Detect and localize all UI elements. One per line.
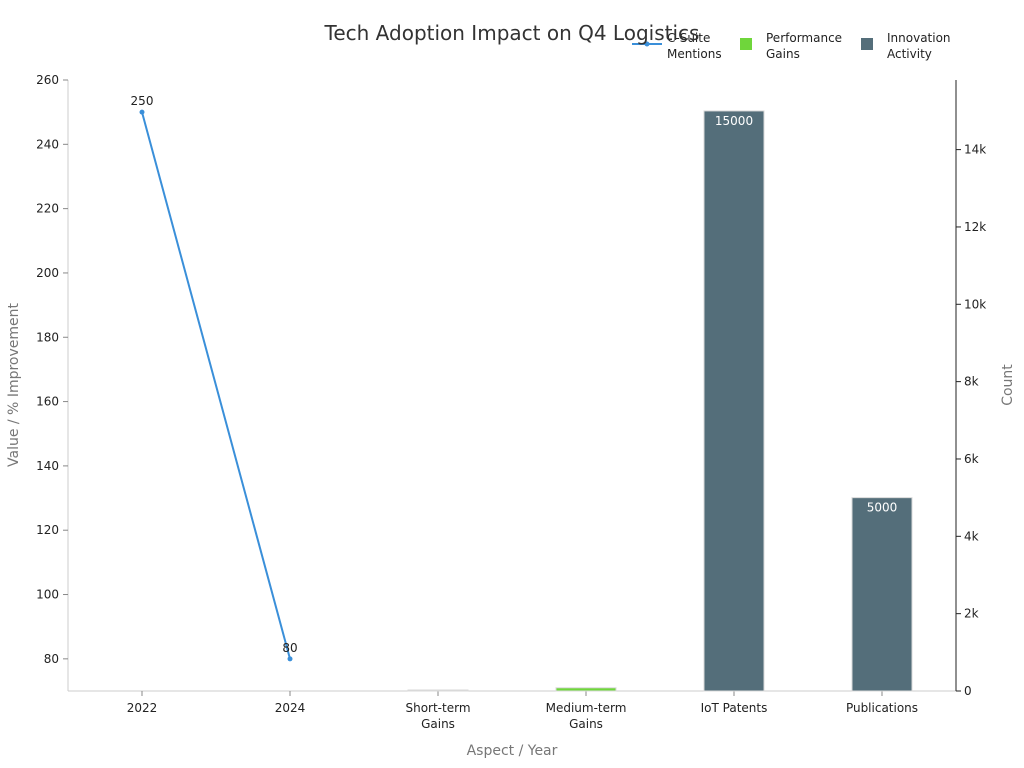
y-right-tick-label: 10k	[964, 297, 986, 311]
y-axis-right-title: Count	[1000, 364, 1016, 406]
y-left-tick-label: 80	[44, 652, 59, 666]
y-left-tick-label: 240	[36, 137, 59, 151]
bars-layer	[407, 110, 913, 692]
y-right-tick-label: 0	[964, 684, 972, 698]
y-right-tick-label: 12k	[964, 220, 986, 234]
y-left-tick-label: 160	[36, 395, 59, 409]
legend-square-marker	[861, 38, 873, 50]
point-value-label: 80	[282, 641, 297, 655]
y-left-tick-label: 180	[36, 330, 59, 344]
y-right-tick-label: 4k	[964, 529, 979, 543]
y-left-tick-label: 220	[36, 202, 59, 216]
x-tick-label: Short-term Gains	[405, 701, 470, 731]
x-tick-label: Publications	[846, 701, 918, 715]
y-left-tick-label: 100	[36, 588, 59, 602]
bar-value-label: 5000	[867, 501, 898, 515]
legend-label: Innovation Activity	[887, 31, 951, 61]
line-point	[139, 109, 145, 115]
y-left-tick-label: 140	[36, 459, 59, 473]
bar	[407, 689, 469, 692]
y-right-tick-label: 2k	[964, 607, 979, 621]
y-right-tick-label: 14k	[964, 143, 986, 157]
legend-label: C-Suite Mentions	[667, 31, 722, 61]
axes-layer: 80 100 120 140 160 180 200 220 240 260 0 2k 4k 6k 8k 10…	[36, 73, 986, 731]
y-right-tick-label: 8k	[964, 375, 979, 389]
line-series	[141, 111, 291, 660]
point-value-label: 250	[131, 94, 154, 108]
line-layer	[139, 109, 293, 662]
legend-square-marker	[740, 38, 752, 50]
y-left-tick-label: 260	[36, 73, 59, 87]
legend: C-Suite Mentions Performance Gains Innovatio…	[632, 31, 951, 61]
y-axis-left-title: Value / % Improvement	[6, 302, 22, 467]
y-left-tick-label: 200	[36, 266, 59, 280]
bar	[851, 497, 913, 692]
labels-layer: 250 80 15000 5000	[131, 94, 898, 655]
chart-title: Tech Adoption Impact on Q4 Logistics	[324, 21, 700, 45]
bar-value-label: 15000	[715, 114, 753, 128]
legend-label: Performance Gains	[766, 31, 842, 61]
line-point	[287, 656, 293, 662]
bar	[703, 110, 765, 692]
x-axis-title: Aspect / Year	[467, 743, 558, 759]
x-tick-label: IoT Patents	[701, 701, 768, 715]
bar	[555, 687, 617, 692]
legend-point-marker	[644, 41, 650, 47]
x-tick-label: Medium-term Gains	[546, 701, 627, 731]
y-left-tick-label: 120	[36, 523, 59, 537]
x-tick-label: 2024	[275, 701, 306, 715]
x-tick-label: 2022	[127, 701, 158, 715]
y-right-tick-label: 6k	[964, 452, 979, 466]
